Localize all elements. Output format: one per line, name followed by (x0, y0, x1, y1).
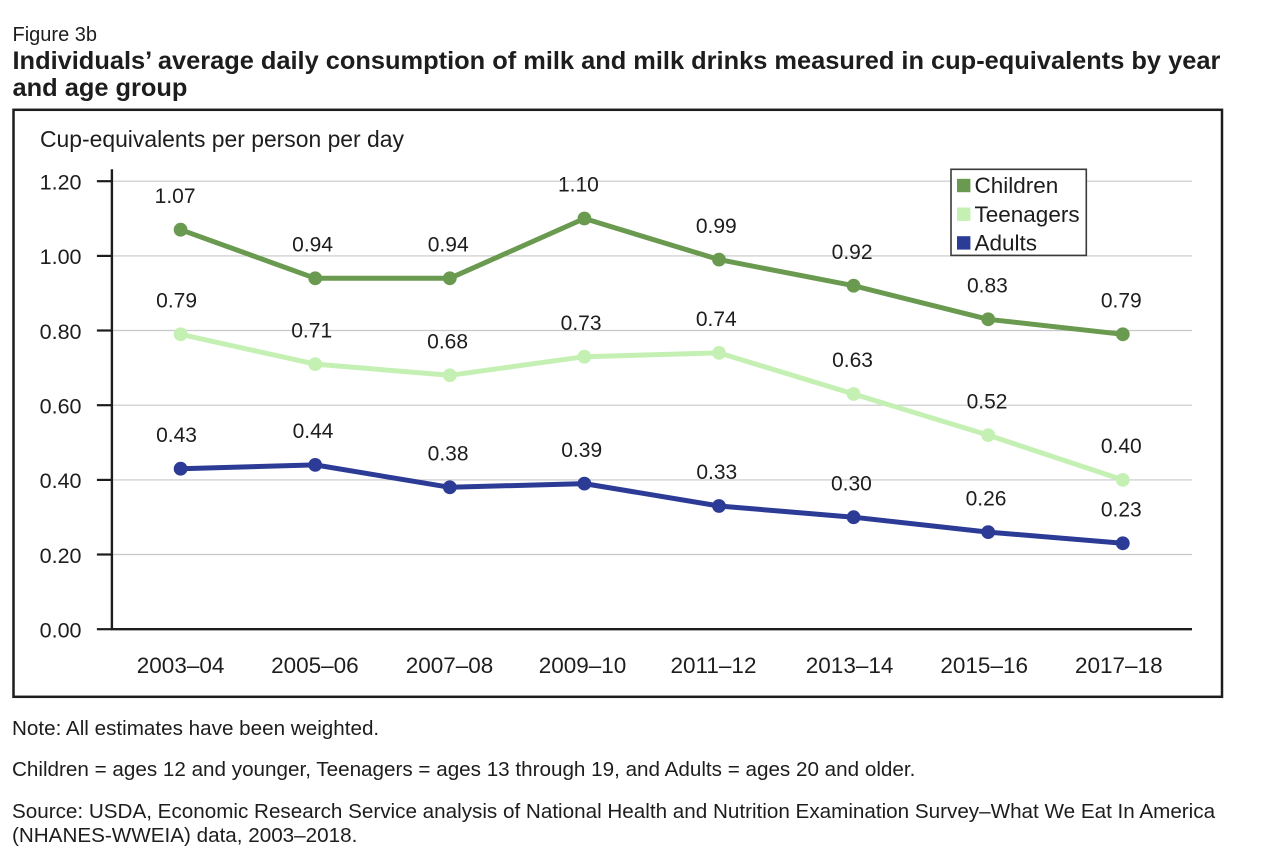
svg-text:1.07: 1.07 (155, 185, 196, 208)
svg-text:0.83: 0.83 (967, 275, 1008, 298)
svg-text:2011–12: 2011–12 (671, 653, 757, 678)
svg-text:2005–06: 2005–06 (271, 653, 359, 678)
svg-text:2015–16: 2015–16 (940, 653, 1028, 678)
svg-text:0.60: 0.60 (40, 395, 82, 419)
svg-text:0.74: 0.74 (696, 308, 737, 331)
svg-text:0.43: 0.43 (156, 424, 197, 447)
svg-text:0.71: 0.71 (291, 319, 332, 342)
svg-text:0.94: 0.94 (428, 234, 469, 257)
svg-text:0.52: 0.52 (967, 390, 1008, 413)
svg-text:1.20: 1.20 (40, 171, 82, 195)
svg-text:0.20: 0.20 (40, 544, 82, 568)
svg-text:1.10: 1.10 (558, 174, 599, 197)
svg-text:0.94: 0.94 (292, 234, 333, 257)
svg-text:2017–18: 2017–18 (1075, 653, 1163, 678)
svg-text:0.99: 0.99 (696, 215, 737, 238)
svg-text:0.63: 0.63 (832, 349, 873, 372)
svg-text:0.39: 0.39 (561, 439, 602, 462)
svg-text:0.79: 0.79 (1101, 290, 1142, 313)
svg-text:0.68: 0.68 (427, 331, 468, 354)
svg-text:2013–14: 2013–14 (806, 653, 894, 678)
svg-text:0.33: 0.33 (696, 461, 737, 484)
svg-text:0.40: 0.40 (1101, 435, 1142, 458)
svg-text:0.00: 0.00 (40, 619, 82, 643)
svg-text:0.44: 0.44 (293, 420, 334, 443)
svg-text:Teenagers: Teenagers (975, 202, 1080, 227)
svg-text:0.38: 0.38 (428, 443, 469, 466)
svg-text:0.23: 0.23 (1101, 499, 1142, 522)
svg-text:0.92: 0.92 (832, 241, 873, 264)
svg-text:Adults: Adults (975, 231, 1038, 256)
svg-text:0.40: 0.40 (40, 469, 82, 493)
svg-text:Children: Children (975, 173, 1059, 198)
svg-text:1.00: 1.00 (40, 245, 82, 269)
svg-text:0.26: 0.26 (966, 487, 1007, 510)
svg-text:0.79: 0.79 (156, 290, 197, 313)
svg-text:0.73: 0.73 (561, 312, 602, 335)
svg-text:2009–10: 2009–10 (539, 653, 627, 678)
svg-text:0.80: 0.80 (40, 320, 82, 344)
svg-text:2003–04: 2003–04 (137, 653, 225, 678)
svg-text:0.30: 0.30 (831, 472, 872, 495)
svg-text:2007–08: 2007–08 (406, 653, 494, 678)
